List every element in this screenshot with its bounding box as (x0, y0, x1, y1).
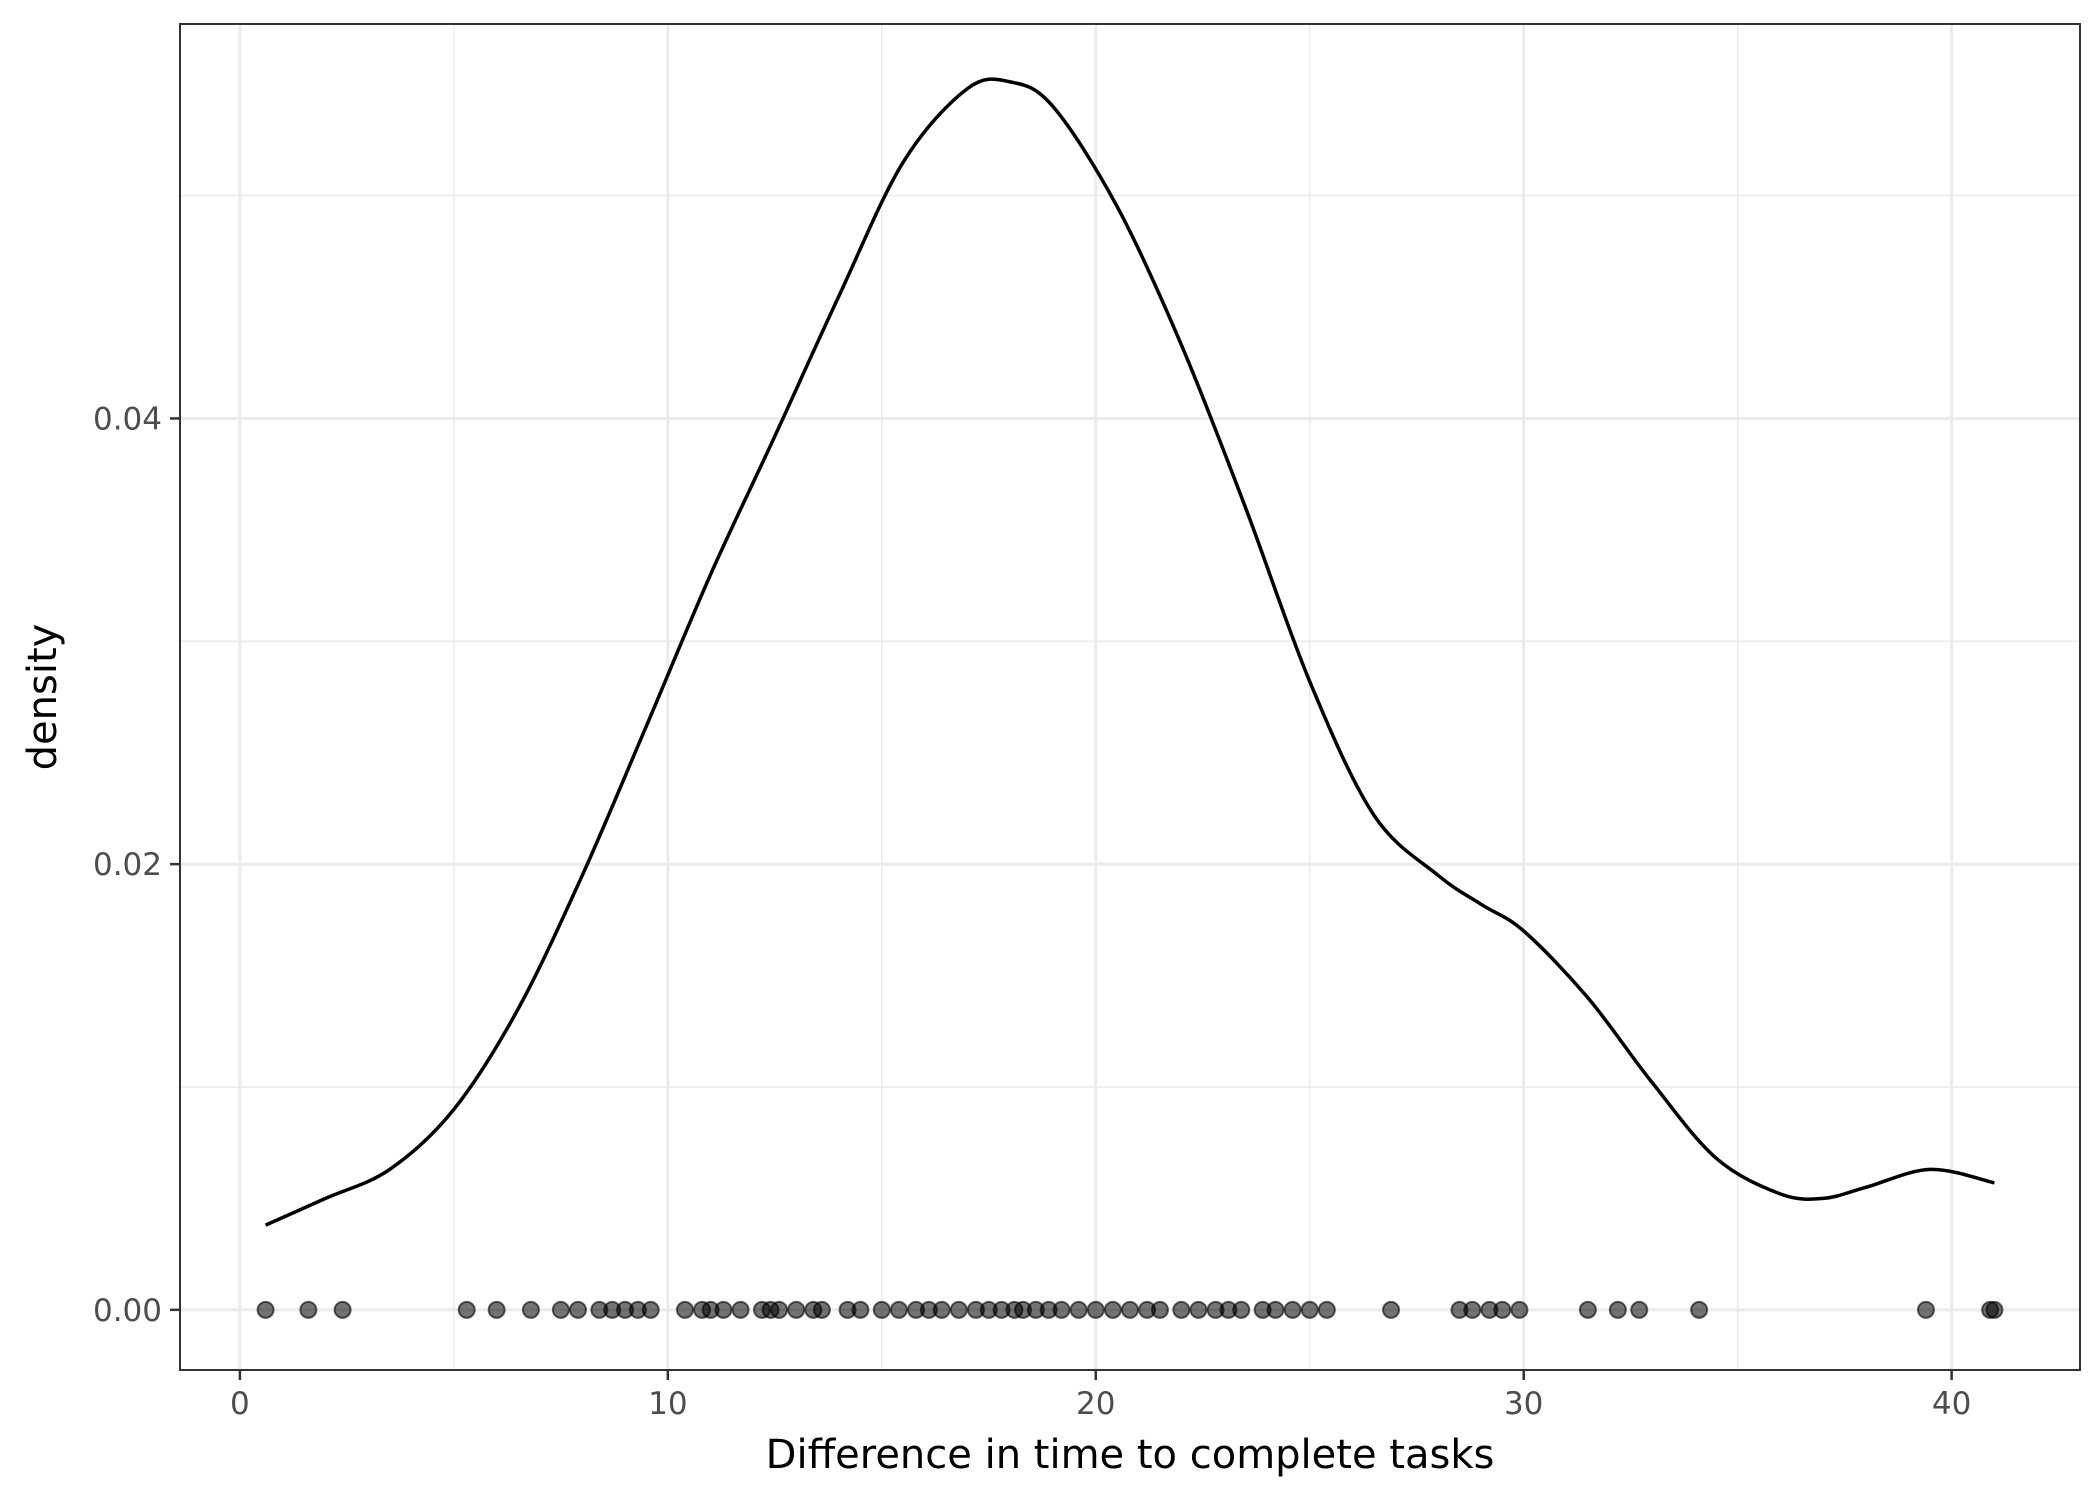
x-axis-title: Difference in time to complete tasks (766, 1432, 1495, 1478)
data-point (949, 1300, 968, 1319)
data-point (1493, 1300, 1512, 1319)
data-point (714, 1300, 733, 1319)
data-point (1172, 1300, 1191, 1319)
y-tick-label: 0.00 (93, 1293, 162, 1329)
data-point (812, 1300, 831, 1319)
data-point (1317, 1300, 1336, 1319)
data-point (568, 1300, 587, 1319)
y-axis-title: density (20, 624, 66, 771)
data-point (487, 1300, 506, 1319)
data-point (457, 1300, 476, 1319)
x-tick-label: 0 (230, 1386, 250, 1422)
data-point (521, 1300, 540, 1319)
data-point (932, 1300, 951, 1319)
data-point (1300, 1300, 1319, 1319)
data-point (675, 1300, 694, 1319)
axes: 0 10 20 30 40 0.00 0.02 0.04 (93, 401, 1971, 1422)
data-point (256, 1300, 275, 1319)
density-curve (264, 77, 1995, 1227)
data-point (1121, 1300, 1139, 1319)
y-tick-label: 0.04 (93, 401, 162, 437)
data-point (770, 1300, 789, 1319)
x-tick-label: 40 (1932, 1386, 1971, 1422)
data-point (1608, 1300, 1627, 1319)
data-point (1382, 1300, 1401, 1319)
x-tick-label: 30 (1504, 1386, 1543, 1422)
data-point (787, 1300, 806, 1319)
data-point (1103, 1300, 1122, 1319)
data-point (1266, 1300, 1285, 1319)
x-tick-label: 20 (1076, 1386, 1115, 1422)
data-point (872, 1300, 891, 1319)
data-point (1578, 1300, 1597, 1319)
data-point (1189, 1300, 1208, 1319)
plot-panel-border (179, 23, 2081, 1371)
data-point (333, 1300, 352, 1319)
x-tick-label: 10 (648, 1386, 687, 1422)
data-point (1052, 1300, 1071, 1319)
data-point (1283, 1300, 1302, 1319)
data-point (1690, 1300, 1709, 1319)
data-point (889, 1300, 908, 1319)
data-point (1150, 1300, 1169, 1319)
plot-series (256, 77, 2004, 1319)
data-point (1510, 1300, 1529, 1319)
data-point (551, 1300, 570, 1319)
y-tick-label: 0.02 (93, 847, 162, 883)
data-point (299, 1300, 318, 1319)
data-point (1069, 1300, 1088, 1319)
data-point (1630, 1300, 1649, 1319)
data-point (1086, 1300, 1105, 1319)
data-point (731, 1300, 750, 1319)
data-point (641, 1300, 660, 1319)
data-point (1916, 1300, 1935, 1319)
data-point (1463, 1300, 1482, 1319)
data-point (1232, 1300, 1251, 1319)
data-point (1985, 1300, 2004, 1319)
data-point (851, 1300, 870, 1319)
